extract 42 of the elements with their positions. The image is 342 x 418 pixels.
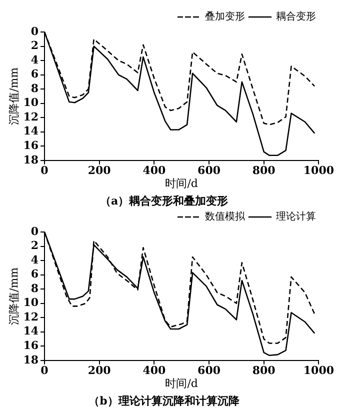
- y-tick-label: 0: [30, 224, 39, 238]
- y-tick-label: 4: [30, 53, 39, 66]
- legend-label: 理论计算: [276, 210, 316, 223]
- text: （a）耦合变形和叠加变形: [100, 194, 228, 208]
- x-tick-label: 800: [252, 164, 276, 177]
- x-tick-label: 400: [142, 164, 166, 177]
- y-tick-label: 10: [23, 96, 39, 110]
- x-tick-label: 1000: [303, 164, 334, 177]
- legend-label: 叠加变形: [205, 10, 245, 23]
- y-tick-label: 16: [23, 138, 39, 152]
- y-tick-label: 14: [23, 324, 39, 338]
- y-tick-label: 8: [30, 82, 39, 95]
- legend-label: 耦合变形: [276, 10, 316, 23]
- y-tick-label: 8: [30, 282, 39, 295]
- y-tick-label: 4: [30, 253, 39, 266]
- y-tick-label: 2: [30, 39, 39, 52]
- x-tick-label: 1000: [303, 364, 334, 377]
- y-axis-title: 沉降值/mm: [7, 266, 20, 325]
- x-tick-label: 400: [142, 364, 166, 377]
- x-tick-label: 200: [88, 364, 112, 377]
- y-tick-label: 12: [23, 110, 39, 124]
- x-tick-label: 600: [198, 364, 221, 377]
- y-tick-label: 0: [30, 24, 39, 38]
- y-tick-label: 2: [30, 239, 39, 252]
- x-tick-label: 200: [88, 164, 112, 177]
- x-tick-label: 800: [252, 364, 276, 377]
- x-axis-title: 时间/d: [165, 377, 198, 390]
- legend-label: 数值模拟: [205, 210, 246, 223]
- y-tick-label: 18: [23, 153, 39, 166]
- y-axis-title: 沉降值/mm: [7, 66, 20, 125]
- y-tick-label: 6: [30, 68, 39, 81]
- y-tick-label: 16: [23, 338, 39, 352]
- y-tick-label: 18: [23, 353, 39, 366]
- y-tick-label: 6: [30, 268, 39, 281]
- text: （b）理论计算沉降和计算沉降: [88, 394, 240, 408]
- x-tick-label: 0: [40, 164, 49, 177]
- x-tick-label: 0: [40, 364, 49, 377]
- y-tick-label: 14: [23, 124, 39, 138]
- y-tick-label: 10: [23, 296, 39, 310]
- y-tick-label: 12: [23, 310, 39, 324]
- x-axis-title: 时间/d: [165, 177, 198, 190]
- x-tick-label: 600: [198, 164, 221, 177]
